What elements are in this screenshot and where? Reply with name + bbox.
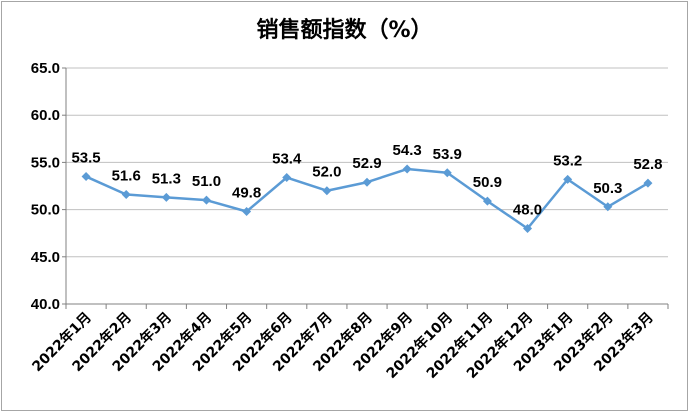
- data-point: [201, 195, 211, 205]
- series-points: [81, 164, 653, 233]
- y-tick-label: 55.0: [31, 154, 60, 171]
- data-point: [282, 173, 292, 183]
- data-label: 51.3: [152, 170, 181, 187]
- data-label: 49.8: [232, 184, 261, 201]
- data-label: 53.2: [553, 152, 582, 169]
- data-label: 53.5: [71, 150, 100, 167]
- data-label: 51.0: [192, 173, 221, 190]
- data-label: 48.0: [513, 201, 542, 218]
- data-point: [121, 189, 131, 199]
- axes: [62, 67, 669, 309]
- data-point: [442, 168, 452, 178]
- data-label: 52.8: [633, 156, 662, 173]
- data-label: 54.3: [393, 142, 422, 159]
- data-point: [242, 206, 252, 216]
- y-tick-label: 60.0: [31, 107, 60, 124]
- y-tick-label: 50.0: [31, 202, 60, 219]
- data-point: [603, 202, 613, 212]
- y-tick-label: 65.0: [31, 60, 60, 77]
- data-point: [523, 223, 533, 233]
- data-label: 50.9: [473, 174, 502, 191]
- data-point: [322, 186, 332, 196]
- chart-title: 销售额指数（%）: [256, 18, 433, 43]
- data-label: 53.4: [272, 151, 302, 168]
- gridlines: [66, 67, 668, 258]
- data-label: 51.6: [112, 167, 141, 184]
- data-label: 52.0: [312, 164, 341, 181]
- data-labels: 53.5 51.6 51.3 51.0 49.8 53.4 52.0 52.9 54.3 53.9…: [71, 142, 662, 218]
- x-tick-labels: 2022年1月2022年2月2022年3月2022年4月2022年5月2022年…: [29, 309, 657, 382]
- data-point: [81, 172, 91, 182]
- data-label: 53.9: [433, 146, 462, 163]
- data-point: [563, 174, 573, 184]
- data-label: 50.3: [593, 180, 622, 197]
- data-point: [161, 192, 171, 202]
- data-label: 52.9: [352, 155, 381, 172]
- data-point: [402, 164, 412, 174]
- y-tick-label: 45.0: [31, 249, 60, 266]
- data-point: [643, 178, 653, 188]
- data-point: [362, 177, 372, 187]
- data-point: [482, 196, 492, 206]
- y-tick-label: 40.0: [31, 296, 60, 313]
- y-tick-labels: 40.0 45.0 50.0 55.0 60.0 65.0: [31, 60, 60, 313]
